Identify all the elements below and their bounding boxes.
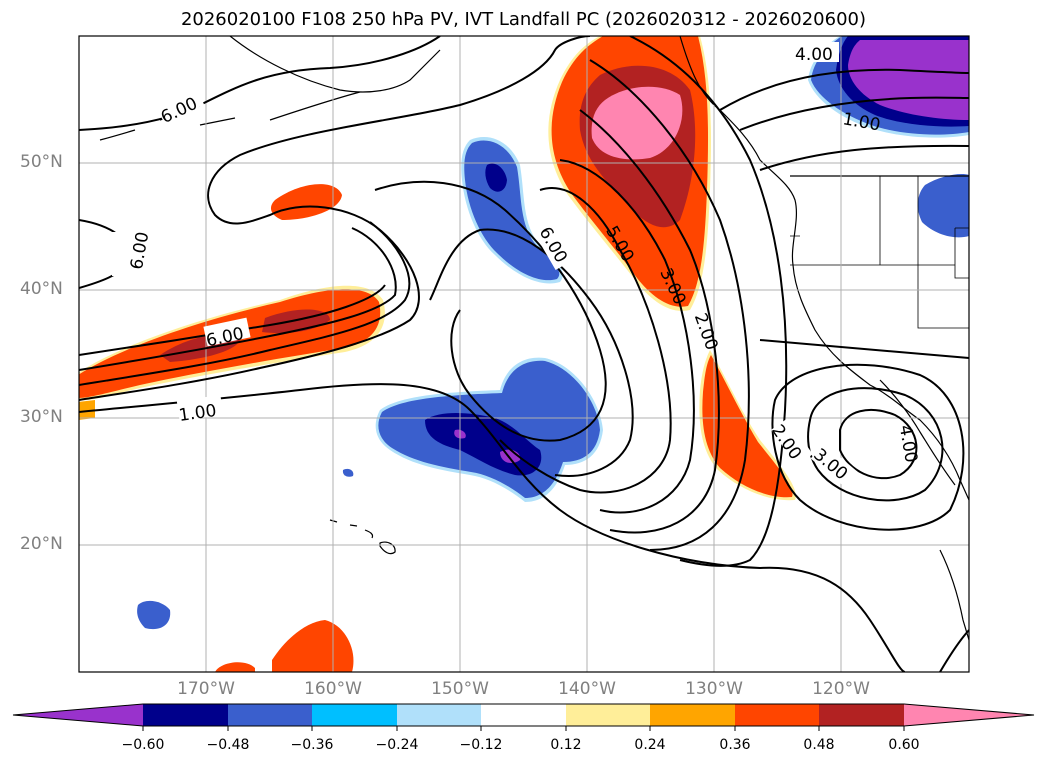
contour-outer-1 xyxy=(79,36,591,401)
negative-anomaly-east xyxy=(917,174,969,238)
contour-trough-6 xyxy=(589,59,750,551)
lat-label: 40°N xyxy=(20,279,63,299)
negative-anomaly-center-core xyxy=(485,163,507,192)
colorbar-tick-label: −0.48 xyxy=(206,737,250,753)
lat-label: 20°N xyxy=(20,534,63,554)
contour-trough-7 xyxy=(629,36,788,567)
colorbar-tick-label: −0.60 xyxy=(121,737,165,753)
contour-east-low-2 xyxy=(807,387,944,502)
contour-label: 4.00 xyxy=(795,45,833,65)
contour-trough-3 xyxy=(499,187,672,494)
contour-trough-5 xyxy=(579,109,720,534)
colorbar-tick-label: −0.24 xyxy=(375,737,419,753)
colorbar-tick-label: 0.60 xyxy=(888,737,920,753)
positive-anomaly-edge xyxy=(79,400,95,420)
colorbar-bin xyxy=(735,704,819,726)
contour-labels: 6.00 6.00 6.00 6.00 5.00 3.00 2.00 1.00 … xyxy=(112,42,921,487)
contour-outer-2 xyxy=(79,221,411,386)
colorbar-bin xyxy=(397,704,481,726)
lat-label: 50°N xyxy=(20,152,63,172)
contour-top-left xyxy=(79,36,441,131)
lon-label: 140°W xyxy=(558,679,616,699)
colorbar-bin xyxy=(650,704,735,726)
baja-coast xyxy=(879,379,956,486)
contour-ne-2 xyxy=(739,96,969,131)
colorbar-bin xyxy=(228,704,312,726)
lat-label: 30°N xyxy=(20,407,63,427)
colorbar-bin xyxy=(143,704,228,726)
contour-long-southeast xyxy=(79,383,906,672)
lon-label: 150°W xyxy=(431,679,489,699)
colorbar-tick-label: 0.12 xyxy=(550,737,582,753)
contour-trough-1 xyxy=(374,180,607,442)
negative-anomaly-bottom xyxy=(137,600,171,630)
colorbar-extend-high xyxy=(904,704,1034,726)
contour-east-low-3 xyxy=(771,363,965,531)
contour-trough-2 xyxy=(429,228,634,477)
contour-jet-2 xyxy=(79,284,386,356)
colorbar-bin xyxy=(566,704,650,726)
alaska-coast xyxy=(199,36,441,126)
contour-ne-1 xyxy=(719,68,969,111)
colorbar-extend-low xyxy=(13,704,143,726)
contour-bottom-right xyxy=(939,629,969,672)
contour-east-low-1 xyxy=(839,409,918,480)
colorbar-tick-label: −0.36 xyxy=(290,737,334,753)
state-borders xyxy=(790,176,969,329)
colorbar-bin xyxy=(819,704,904,726)
positive-anomaly-small-west xyxy=(270,184,342,220)
map-title: 2026020100 F108 250 hPa PV, IVT Landfall… xyxy=(180,9,867,30)
positive-anomaly-bottom-small xyxy=(215,662,255,672)
mexico-coast xyxy=(939,549,969,641)
contour-ne-3 xyxy=(759,144,969,171)
colorbar-tick-label: 0.36 xyxy=(719,737,751,753)
ivt-contours xyxy=(79,36,969,672)
negative-anomaly-south-small xyxy=(342,468,354,477)
lon-label: 160°W xyxy=(304,679,362,699)
colorbar-bin xyxy=(312,704,397,726)
colorbar-tick-label: −0.12 xyxy=(459,737,503,753)
coastlines xyxy=(99,36,969,641)
colorbar xyxy=(12,703,1035,731)
colorbar-bin xyxy=(481,704,566,726)
map-frame xyxy=(78,35,970,673)
lon-label: 130°W xyxy=(685,679,743,699)
contour-jet-1 xyxy=(79,227,397,371)
map-panel: 6.00 6.00 6.00 6.00 5.00 3.00 2.00 1.00 … xyxy=(79,36,969,672)
gridlines xyxy=(79,36,969,672)
colorbar-tick-label: 0.48 xyxy=(803,737,835,753)
lon-label: 170°W xyxy=(177,679,235,699)
colorbar-tick-label: 0.24 xyxy=(634,737,666,753)
contour-trough-4 xyxy=(559,159,695,514)
lon-label: 120°W xyxy=(812,679,870,699)
contour-east-1 xyxy=(759,339,969,359)
